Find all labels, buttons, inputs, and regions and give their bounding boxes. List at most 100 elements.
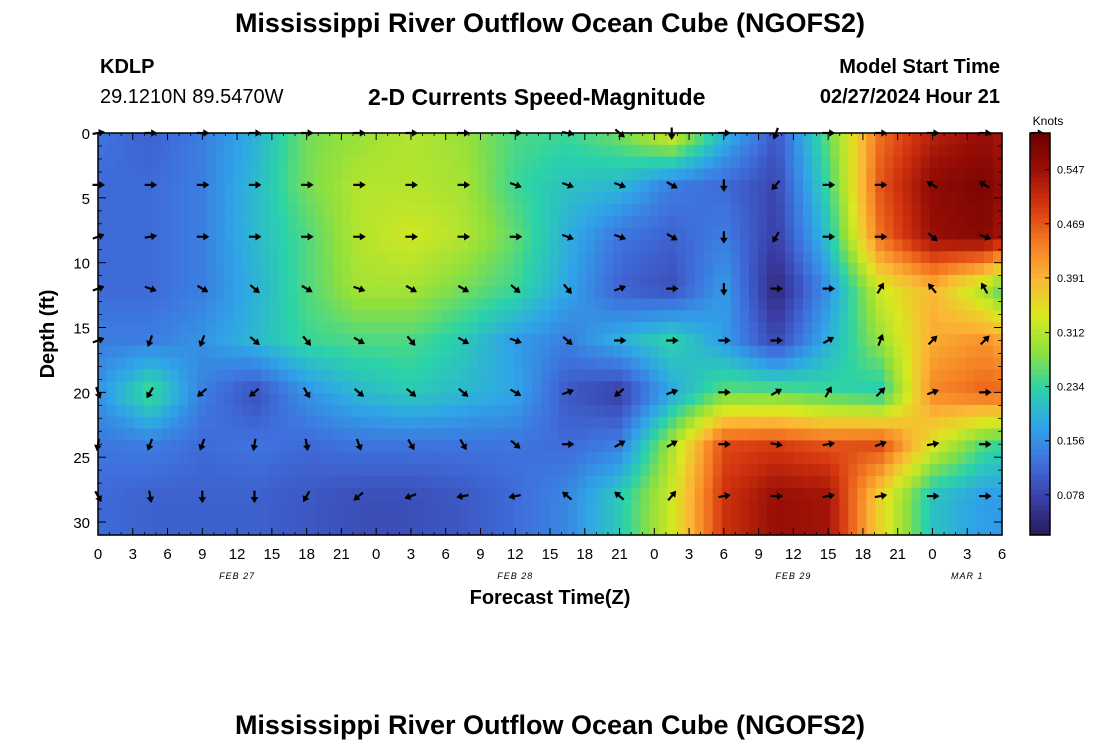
heatmap-cell [396,239,406,252]
heatmap-cell [396,511,406,524]
heatmap-cell [513,345,524,359]
heatmap-cell [215,239,226,252]
heatmap-cell [739,274,750,288]
heatmap-cell [342,452,352,465]
heatmap-cell [586,404,596,418]
heatmap-cell [459,168,470,181]
heatmap-cell [459,239,470,252]
heatmap-cell [152,499,162,512]
heatmap-cell [640,144,651,158]
heatmap-cell [260,369,271,382]
heatmap-cell [143,274,153,288]
heatmap-cell [495,192,506,205]
heatmap-cell [107,133,117,146]
heatmap-cell [233,251,244,264]
heatmap-cell [794,440,804,453]
current-arrow [509,337,522,345]
heatmap-cell [568,393,578,406]
heatmap-cell [884,440,895,453]
heatmap-cell [287,203,298,217]
heatmap-cell [586,381,596,394]
heatmap-cell [947,274,958,288]
heatmap-cell [559,452,569,465]
heatmap-cell [830,381,840,394]
heatmap-cell [540,475,551,489]
heatmap-cell [342,357,352,371]
heatmap-cell [676,357,687,371]
heatmap-cell [559,298,569,311]
heatmap-cell [757,464,768,477]
heatmap-cell [278,499,289,512]
heatmap-cell [604,192,614,205]
heatmap-cell [396,428,406,442]
heatmap-cell [269,133,280,146]
heatmap-cell [785,156,795,170]
heatmap-cell [721,286,732,300]
heatmap-cell [848,227,858,241]
heatmap-cell [188,239,199,252]
heatmap-cell [287,428,298,442]
heatmap-cell [785,452,795,465]
heatmap-cell [550,156,560,170]
current-arrow [927,232,938,242]
heatmap-cell [468,180,479,193]
heatmap-cell [586,203,596,217]
heatmap-cell [125,416,135,430]
heatmap-cell [956,464,967,477]
colorbar-swatch [1030,148,1050,154]
heatmap-cell [450,428,461,442]
heatmap-cell [712,298,723,311]
heatmap-cell [586,133,596,146]
colorbar-swatch [1030,409,1050,415]
heatmap-cell [477,274,488,288]
heatmap-cell [251,251,262,264]
date-label: FEB 28 [497,571,533,581]
heatmap-cell [360,133,370,146]
heatmap-cell [143,251,153,264]
heatmap-cell [884,523,895,536]
heatmap-cell [278,345,289,359]
heatmap-cell [685,310,696,323]
colorbar-swatch [1030,223,1050,229]
heatmap-cell [776,393,786,406]
heatmap-cell [324,144,334,158]
heatmap-cell [342,298,352,311]
heatmap-cell [188,156,199,170]
heatmap-cell [938,203,949,217]
heatmap-cell [188,263,199,276]
heatmap-cell [531,192,542,205]
heatmap-cell [116,156,126,170]
heatmap-cell [730,369,741,382]
heatmap-cell [974,523,985,536]
heatmap-cell [911,523,922,536]
heatmap-cell [721,452,732,465]
heatmap-cell [179,416,189,430]
heatmap-cell [965,239,976,252]
heatmap-cell [161,263,171,276]
heatmap-cell [152,334,162,347]
heatmap-cell [161,452,171,465]
heatmap-cell [640,440,651,453]
heatmap-cell [441,393,452,406]
heatmap-cell [296,263,307,276]
heatmap-cell [658,404,669,418]
heatmap-cell [378,393,388,406]
heatmap-cell [396,334,406,347]
heatmap-cell [902,452,913,465]
heatmap-cell [107,156,117,170]
heatmap-cell [757,345,768,359]
heatmap-cell [260,475,271,489]
heatmap-cell [640,404,651,418]
heatmap-cell [305,499,316,512]
heatmap-cell [405,428,415,442]
heatmap-cell [179,239,189,252]
heatmap-cell [305,168,316,181]
heatmap-cell [450,452,461,465]
heatmap-cell [188,475,199,489]
heatmap-cell [161,393,171,406]
y-axis-label: Depth (ft) [37,290,59,379]
heatmap-cell [495,369,506,382]
heatmap-cell [911,227,922,241]
heatmap-cell [287,464,298,477]
heatmap-cell [107,487,117,501]
